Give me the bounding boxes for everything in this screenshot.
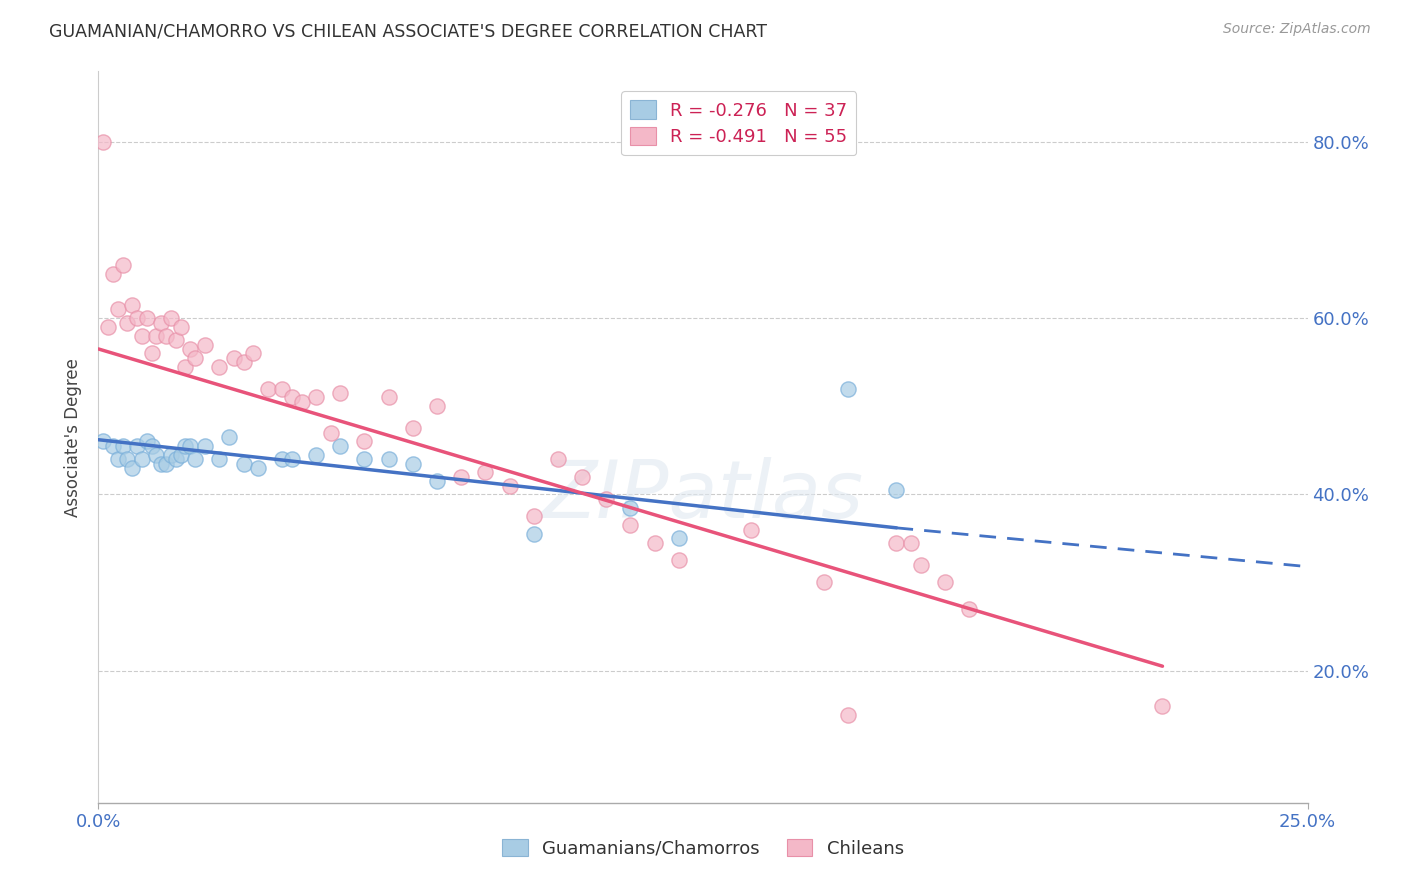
- Point: [957, 602, 980, 616]
- Point: [450, 469, 472, 483]
- Point: [595, 491, 617, 506]
- Legend: R = -0.276   N = 37, R = -0.491   N = 55: R = -0.276 N = 37, R = -0.491 N = 55: [621, 91, 856, 155]
- Point: [179, 439, 201, 453]
- Point: [934, 575, 956, 590]
- Point: [571, 469, 593, 483]
- Point: [329, 386, 352, 401]
- Point: [165, 452, 187, 467]
- Point: [155, 328, 177, 343]
- Point: [256, 382, 278, 396]
- Point: [208, 452, 231, 467]
- Point: [107, 452, 129, 467]
- Point: [194, 337, 217, 351]
- Point: [160, 448, 183, 462]
- Point: [619, 518, 641, 533]
- Point: [426, 474, 449, 488]
- Point: [232, 355, 254, 369]
- Point: [900, 536, 922, 550]
- Point: [97, 320, 120, 334]
- Point: [179, 342, 201, 356]
- Point: [813, 575, 835, 590]
- Point: [131, 452, 153, 467]
- Point: [222, 351, 245, 365]
- Point: [668, 553, 690, 567]
- Point: [208, 359, 231, 374]
- Point: [281, 391, 304, 405]
- Point: [155, 457, 177, 471]
- Point: [174, 359, 197, 374]
- Point: [319, 425, 342, 440]
- Point: [910, 558, 932, 572]
- Point: [165, 333, 187, 347]
- Point: [619, 500, 641, 515]
- Point: [377, 391, 399, 405]
- Point: [117, 452, 139, 467]
- Point: [644, 536, 666, 550]
- Point: [101, 267, 124, 281]
- Point: [271, 382, 294, 396]
- Point: [305, 448, 328, 462]
- Point: [150, 457, 173, 471]
- Text: ZIPatlas: ZIPatlas: [541, 457, 865, 534]
- Point: [523, 527, 546, 541]
- Point: [169, 448, 191, 462]
- Point: [740, 523, 762, 537]
- Point: [232, 457, 254, 471]
- Point: [547, 452, 569, 467]
- Point: [426, 399, 449, 413]
- Point: [886, 483, 908, 497]
- Point: [150, 316, 173, 330]
- Point: [145, 448, 167, 462]
- Point: [111, 439, 134, 453]
- Point: [474, 466, 496, 480]
- Point: [101, 439, 124, 453]
- Point: [174, 439, 197, 453]
- Point: [668, 532, 690, 546]
- Text: Source: ZipAtlas.com: Source: ZipAtlas.com: [1223, 22, 1371, 37]
- Point: [131, 328, 153, 343]
- Point: [194, 439, 217, 453]
- Point: [218, 430, 240, 444]
- Point: [141, 346, 163, 360]
- Point: [271, 452, 294, 467]
- Point: [121, 298, 143, 312]
- Point: [91, 434, 114, 449]
- Text: GUAMANIAN/CHAMORRO VS CHILEAN ASSOCIATE'S DEGREE CORRELATION CHART: GUAMANIAN/CHAMORRO VS CHILEAN ASSOCIATE'…: [49, 22, 768, 40]
- Point: [111, 258, 134, 272]
- Point: [281, 452, 304, 467]
- Point: [837, 707, 859, 722]
- Point: [402, 457, 425, 471]
- Point: [242, 346, 264, 360]
- Point: [353, 434, 375, 449]
- Point: [523, 509, 546, 524]
- Point: [498, 478, 520, 492]
- Point: [169, 320, 191, 334]
- Point: [329, 439, 352, 453]
- Point: [117, 316, 139, 330]
- Point: [127, 439, 149, 453]
- Point: [121, 461, 143, 475]
- Point: [141, 439, 163, 453]
- Point: [1152, 698, 1174, 713]
- Point: [886, 536, 908, 550]
- Point: [184, 452, 207, 467]
- Point: [184, 351, 207, 365]
- Point: [353, 452, 375, 467]
- Point: [247, 461, 270, 475]
- Point: [290, 394, 312, 409]
- Point: [305, 391, 328, 405]
- Point: [160, 311, 183, 326]
- Point: [135, 311, 157, 326]
- Point: [837, 382, 859, 396]
- Y-axis label: Associate's Degree: Associate's Degree: [65, 358, 83, 516]
- Point: [135, 434, 157, 449]
- Point: [402, 421, 425, 435]
- Point: [377, 452, 399, 467]
- Point: [127, 311, 149, 326]
- Legend: Guamanians/Chamorros, Chileans: Guamanians/Chamorros, Chileans: [495, 832, 911, 865]
- Point: [91, 135, 114, 149]
- Point: [107, 302, 129, 317]
- Point: [145, 328, 167, 343]
